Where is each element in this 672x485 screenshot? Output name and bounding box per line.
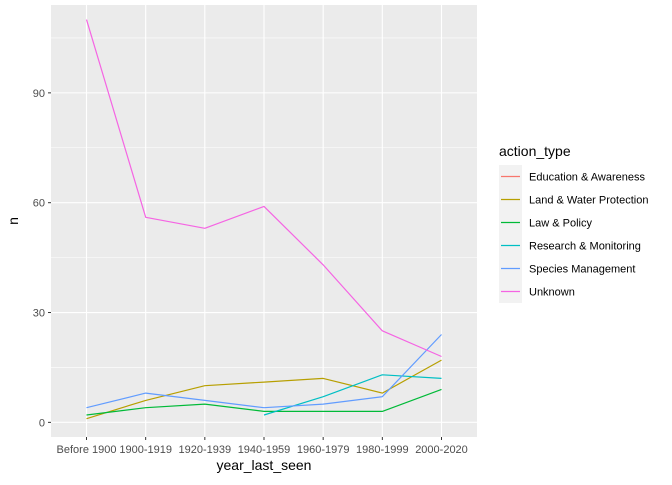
y-tick-label: 30 xyxy=(33,308,45,320)
x-axis-title: year_last_seen xyxy=(217,457,312,473)
legend-label: Land & Water Protection xyxy=(529,195,648,207)
legend-label: Unknown xyxy=(529,287,575,299)
x-tick-label: 2000-2020 xyxy=(415,444,468,456)
legend-label: Research & Monitoring xyxy=(529,241,641,253)
y-axis-ticks: 0 30 60 90 xyxy=(33,88,51,429)
series-line xyxy=(86,388,442,416)
legend-title: action_type xyxy=(499,143,571,159)
legend: action_type Education & Awareness Land & … xyxy=(499,143,648,303)
y-tick-label: 0 xyxy=(39,417,45,429)
series-lines xyxy=(85,19,442,420)
x-tick-label: 1960-1979 xyxy=(297,444,350,456)
x-tick-label: 1900-1919 xyxy=(119,444,172,456)
x-tick-label: 1980-1999 xyxy=(356,444,409,456)
legend-label: Law & Policy xyxy=(529,218,592,230)
x-tick-label: 1940-1959 xyxy=(238,444,291,456)
x-tick-label: Before 1900 xyxy=(57,444,117,456)
y-tick-label: 90 xyxy=(33,88,45,100)
legend-label: Education & Awareness xyxy=(529,172,645,184)
major-gridlines xyxy=(51,5,477,437)
legend-label: Species Management xyxy=(529,264,635,276)
x-tick-label: 1920-1939 xyxy=(179,444,232,456)
series-line xyxy=(86,334,442,409)
series-line xyxy=(86,359,442,420)
y-axis-title: n xyxy=(5,217,21,225)
series-line xyxy=(85,19,442,358)
y-tick-label: 60 xyxy=(33,198,45,210)
x-axis-ticks: Before 1900 1900-1919 1920-1939 1940-1959 19… xyxy=(57,437,468,456)
